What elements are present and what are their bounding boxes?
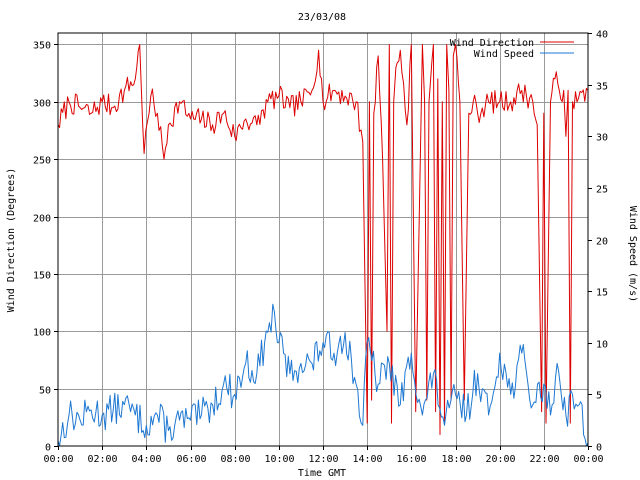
series-line-wind-direction	[57, 44, 589, 435]
x-tick-label: 00:00	[43, 454, 73, 465]
series-line-wind-speed	[57, 303, 589, 447]
y-left-tick-label: 100	[33, 328, 51, 339]
y-left-tick-label: 350	[33, 41, 51, 52]
y-left-tick-label: 200	[33, 214, 51, 225]
y-axis-right-title: Wind Speed (m/s)	[627, 206, 638, 302]
y-right-tick-label: 30	[596, 133, 608, 144]
x-tick-label: 10:00	[264, 454, 294, 465]
tick-layer: 00:00 02:00 04:00 06:00 08:00 10:00 12:00 14:00…	[33, 30, 608, 466]
y-axis-left-title: Wind Direction (Degrees)	[6, 168, 17, 313]
x-tick-label: 20:00	[485, 454, 515, 465]
y-left-tick-label: 50	[39, 386, 51, 397]
y-left-tick-label: 250	[33, 156, 51, 167]
legend-label-wind-direction: Wind Direction	[450, 38, 534, 49]
x-tick-label: 06:00	[176, 454, 206, 465]
x-tick-label: 16:00	[396, 454, 426, 465]
x-tick-label: 04:00	[131, 454, 161, 465]
x-tick-label: 18:00	[441, 454, 471, 465]
y-right-tick-label: 0	[596, 443, 602, 454]
x-tick-label: 14:00	[352, 454, 382, 465]
y-right-tick-label: 40	[596, 30, 608, 41]
y-right-tick-label: 5	[596, 391, 602, 402]
legend-label-wind-speed: Wind Speed	[474, 49, 534, 60]
y-right-tick-label: 35	[596, 82, 608, 93]
chart-title: 23/03/08	[298, 12, 346, 23]
x-tick-label: 02:00	[87, 454, 117, 465]
y-right-tick-label: 15	[596, 288, 608, 299]
y-right-tick-label: 20	[596, 237, 608, 248]
x-tick-label: 12:00	[308, 454, 338, 465]
y-right-tick-label: 25	[596, 185, 608, 196]
y-left-tick-label: 300	[33, 99, 51, 110]
legend: Wind Direction Wind Speed	[450, 38, 574, 60]
x-tick-label: 22:00	[529, 454, 559, 465]
x-tick-label: 00:00	[573, 454, 603, 465]
plot-frame	[57, 32, 589, 447]
x-tick-label: 08:00	[220, 454, 250, 465]
y-left-tick-label: 0	[45, 443, 51, 454]
series-layer	[57, 44, 589, 447]
y-left-tick-label: 150	[33, 271, 51, 282]
x-axis-title: Time GMT	[298, 468, 346, 479]
y-right-tick-label: 10	[596, 340, 608, 351]
